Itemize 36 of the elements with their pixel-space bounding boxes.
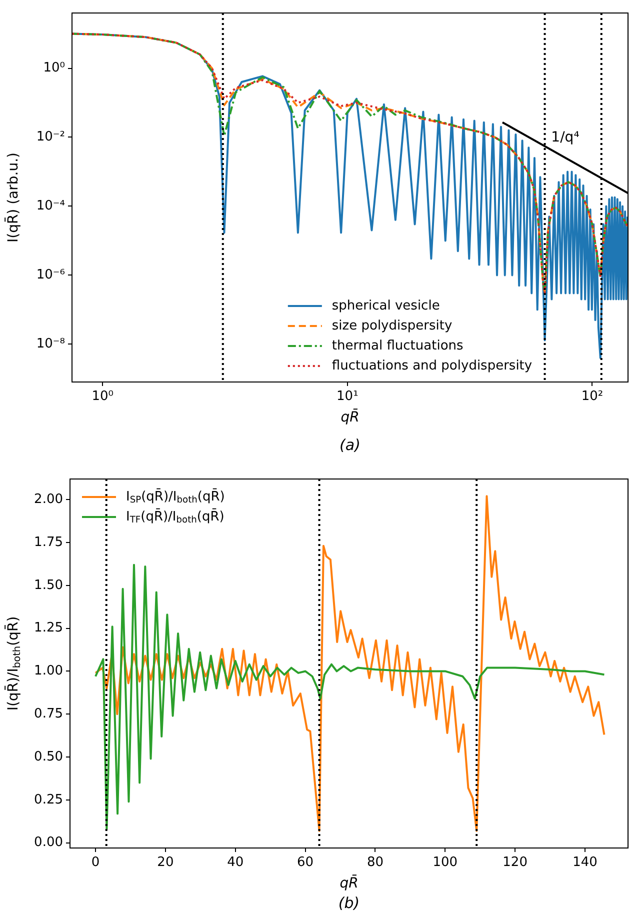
x-tick-label: 20 (157, 855, 174, 870)
y-tick-label: 1.50 (34, 578, 63, 593)
x-tick-label: 60 (297, 855, 314, 870)
x-axis-title: qR̄ (340, 408, 360, 426)
x-tick-label: 80 (366, 855, 384, 870)
legend-label: spherical vesicle (332, 298, 440, 314)
x-tick-label: 120 (502, 855, 528, 870)
series-label: 1/q⁴ (551, 129, 580, 146)
y-tick-label: 10⁰ (43, 60, 65, 76)
x-tick-label: 40 (227, 855, 244, 870)
x-tick-label: 10² (581, 389, 604, 404)
y-tick-label: 10⁻² (36, 130, 65, 145)
x-tick-label: 10¹ (336, 389, 358, 404)
y-tick-label: 10⁻⁶ (36, 268, 65, 283)
y-tick-label: 0.50 (34, 749, 63, 764)
y-axis-title: I(qR̄)/Iboth(qR̄) (4, 616, 24, 711)
y-axis-title: I(qR̄) (arb.u.) (4, 152, 22, 243)
legend-label: size polydispersity (332, 318, 452, 334)
y-tick-label: 0.00 (34, 835, 63, 850)
x-tick-label: 100 (432, 855, 458, 870)
y-tick-label: 0.25 (34, 792, 63, 808)
y-tick-label: 0.75 (34, 706, 63, 722)
y-tick-label: 1.75 (34, 534, 63, 550)
text: (b) (338, 894, 360, 912)
y-tick-label: 10⁻⁸ (36, 336, 65, 352)
y-tick-label: 1.25 (34, 620, 63, 636)
x-tick-label: 0 (91, 855, 100, 870)
x-axis-title: qR̄ (340, 874, 358, 892)
legend-label: fluctuations and polydispersity (332, 358, 532, 374)
legend-label: thermal fluctuations (332, 338, 464, 354)
y-tick-label: 1.00 (34, 664, 63, 679)
y-tick-label: 10⁻⁴ (36, 198, 65, 214)
x-tick-label: 140 (572, 855, 598, 870)
text: (a) (340, 436, 360, 454)
x-tick-label: 10⁰ (92, 389, 114, 404)
y-tick-label: 2.00 (34, 492, 63, 507)
